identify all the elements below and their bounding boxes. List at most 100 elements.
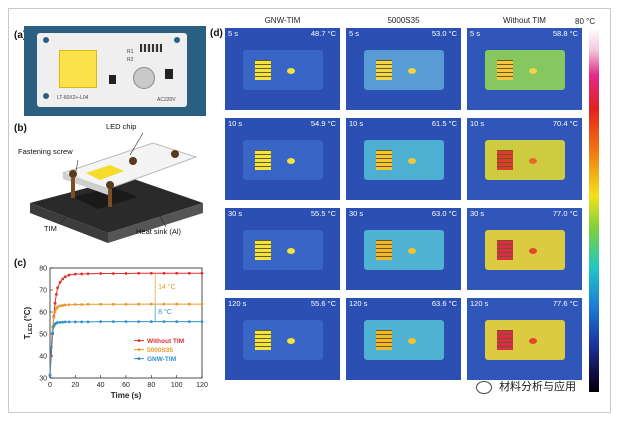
screw-shaft [108,189,112,207]
legend-marker [137,339,141,342]
time-label: 10 s [228,119,243,128]
x-tick-label: 100 [171,382,183,389]
data-point [49,345,53,349]
exploded-assembly-diagram: LED chip Fastening screw TIM Heat sink (… [18,122,218,250]
screw [69,170,77,178]
data-point [52,316,56,319]
max-temp-label: 55.6 °C [310,299,336,308]
capacitor [133,67,155,89]
led-chip-3d [86,165,124,180]
data-point [137,271,141,275]
mount-hole [174,37,180,43]
tim-annotation: TIM [44,224,57,233]
mount-hole [43,37,49,43]
data-point [162,271,166,275]
max-temp-label: 77.0 °C [552,209,578,218]
led-hotspot [497,60,513,80]
data-point [99,302,103,306]
heat-sink-annotation: Heat sink (Al) [136,227,182,236]
heat-sink-side-left [30,203,108,243]
heat-sink-side-right [108,203,203,243]
tim-layer [73,187,138,209]
data-point [67,320,71,324]
time-label: 10 s [349,119,364,128]
data-point [54,293,58,296]
board-text-left: LT-60X2+-L04 [57,95,89,101]
led-hotspot [376,150,392,170]
data-point [73,320,77,324]
ic-hotspot [529,338,537,344]
heat-sink-top [30,177,203,233]
led-hotspot [497,330,513,350]
thermal-image: 5 s 48.7 °C [225,28,340,110]
ic-hotspot [529,68,537,74]
ic-hotspot [287,68,295,74]
data-point [99,272,103,275]
led-chip-array [59,50,97,88]
max-temp-label: 61.5 °C [431,119,457,128]
panel-b-label: (b) [14,123,27,134]
data-point [52,324,56,328]
data-point [149,271,153,275]
time-label: 120 s [228,299,247,308]
data-point [124,272,128,275]
data-point [80,320,84,324]
max-temp-label: 58.8 °C [552,29,578,38]
y-tick-label: 60 [39,310,47,317]
thermal-image: 120 s 55.6 °C [225,298,340,380]
thermal-image: 5 s 58.8 °C [467,28,582,110]
screw-shaft [71,178,75,198]
column-header: 5000S35 [387,16,420,25]
led-hotspot [255,330,271,350]
legend-marker [137,357,141,360]
data-point [67,273,71,277]
ic-hotspot [529,158,537,164]
callout-heatsink [157,212,167,228]
led-hotspot [255,60,271,80]
thermal-image: 5 s 53.0 °C [346,28,461,110]
y-axis-label: TLED (°C) [23,306,34,339]
mount-hole [43,93,49,99]
legend-label: Without TIM [147,338,184,345]
annotation-label: 8 °C [158,308,172,316]
callout-screw [75,159,79,172]
data-point [175,320,179,324]
data-point [111,320,115,324]
pcb-board: LT-60X2+-L04 AC220V R1 R2 [37,33,187,107]
data-point [200,271,204,275]
thermal-image: 120 s 63.6 °C [346,298,461,380]
data-point [63,303,67,307]
max-temp-label: 54.9 °C [310,119,336,128]
led-hotspot [376,240,392,260]
data-point [175,302,179,306]
x-tick-label: 80 [147,382,155,389]
column-header: Without TIM [503,16,546,25]
x-tick-label: 120 [196,382,208,389]
time-label: 5 s [470,29,481,38]
board-text-right: AC220V [157,97,176,103]
data-point [63,320,67,324]
time-label: 30 s [228,209,243,218]
max-temp-label: 70.4 °C [552,119,578,128]
data-point [56,305,59,309]
legend-label: GNW-TIM [147,356,176,363]
max-temp-label: 77.6 °C [552,299,578,308]
thermal-image: 30 s 63.0 °C [346,208,461,290]
time-label: 30 s [470,209,485,218]
colorbar-max-label: 80 °C [575,17,596,26]
ic-hotspot [408,68,416,74]
wechat-icon [476,380,492,394]
data-point [51,331,54,335]
y-tick-label: 40 [39,354,47,361]
thermal-image: 10 s 54.9 °C [225,118,340,200]
data-point [86,272,90,276]
led-hotspot [497,240,513,260]
max-temp-label: 53.0 °C [431,29,457,38]
data-point [187,271,191,275]
data-point [200,320,204,324]
data-point [61,304,65,307]
panel-a-label: (a) [14,30,27,41]
data-point [187,302,191,306]
ic-hotspot [529,248,537,254]
time-label: 120 s [349,299,368,308]
